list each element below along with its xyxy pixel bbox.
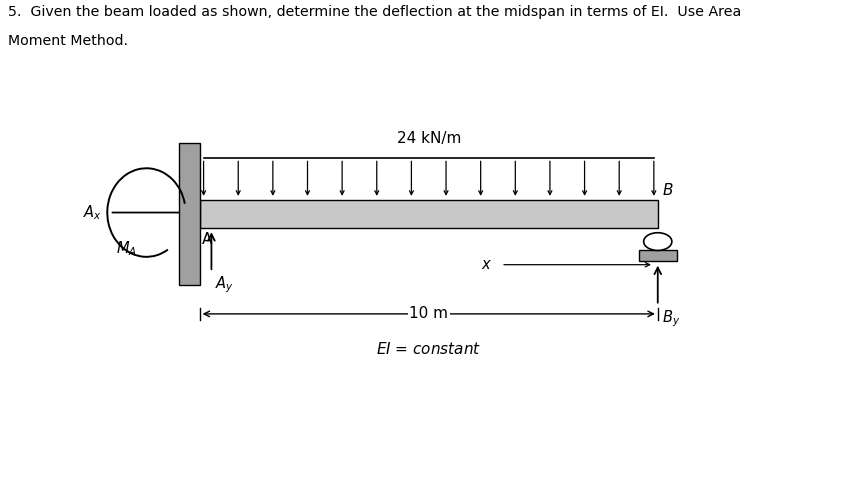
Text: $B_y$: $B_y$: [662, 308, 680, 329]
Text: A: A: [202, 232, 213, 246]
Text: $A_y$: $A_y$: [215, 275, 234, 295]
Text: 24 kN/m: 24 kN/m: [396, 131, 461, 146]
Text: $M_A$: $M_A$: [117, 240, 137, 258]
Text: 5.  Given the beam loaded as shown, determine the deflection at the midspan in t: 5. Given the beam loaded as shown, deter…: [8, 5, 741, 19]
Bar: [200, 200, 658, 228]
Text: 10 m: 10 m: [409, 307, 448, 321]
Text: B: B: [662, 183, 673, 198]
Text: $A_x$: $A_x$: [83, 203, 102, 222]
Circle shape: [644, 233, 672, 250]
Text: $x$: $x$: [480, 257, 492, 272]
Bar: [639, 250, 677, 261]
Bar: [178, 143, 200, 285]
Text: Moment Method.: Moment Method.: [8, 34, 128, 48]
Text: $EI$ = constant: $EI$ = constant: [376, 341, 481, 357]
